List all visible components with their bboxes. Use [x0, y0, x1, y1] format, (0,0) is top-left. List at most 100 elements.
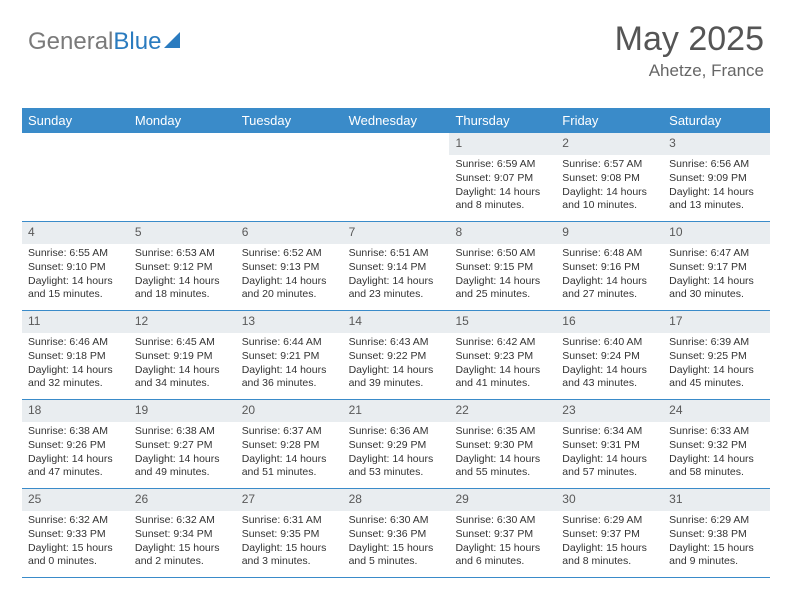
daylight-text: Daylight: 15 hours and 6 minutes. — [455, 542, 550, 570]
day-number: 26 — [129, 489, 236, 511]
day-cell: 12Sunrise: 6:45 AMSunset: 9:19 PMDayligh… — [129, 311, 236, 399]
week-row: 1Sunrise: 6:59 AMSunset: 9:07 PMDaylight… — [22, 133, 770, 222]
day-number: 18 — [22, 400, 129, 422]
daylight-text: Daylight: 14 hours and 13 minutes. — [669, 186, 764, 214]
sunset-text: Sunset: 9:22 PM — [349, 350, 444, 364]
day-cell: 24Sunrise: 6:33 AMSunset: 9:32 PMDayligh… — [663, 400, 770, 488]
sunset-text: Sunset: 9:10 PM — [28, 261, 123, 275]
daylight-text: Daylight: 14 hours and 47 minutes. — [28, 453, 123, 481]
day-body: Sunrise: 6:33 AMSunset: 9:32 PMDaylight:… — [663, 422, 770, 484]
sunrise-text: Sunrise: 6:36 AM — [349, 425, 444, 439]
daylight-text: Daylight: 14 hours and 15 minutes. — [28, 275, 123, 303]
day-number: 21 — [343, 400, 450, 422]
day-body: Sunrise: 6:43 AMSunset: 9:22 PMDaylight:… — [343, 333, 450, 395]
day-cell: 15Sunrise: 6:42 AMSunset: 9:23 PMDayligh… — [449, 311, 556, 399]
sunrise-text: Sunrise: 6:55 AM — [28, 247, 123, 261]
day-cell: 27Sunrise: 6:31 AMSunset: 9:35 PMDayligh… — [236, 489, 343, 577]
day-cell — [129, 133, 236, 221]
calendar: Sunday Monday Tuesday Wednesday Thursday… — [22, 108, 770, 578]
sunset-text: Sunset: 9:25 PM — [669, 350, 764, 364]
sunset-text: Sunset: 9:37 PM — [455, 528, 550, 542]
sunrise-text: Sunrise: 6:32 AM — [28, 514, 123, 528]
day-number: 19 — [129, 400, 236, 422]
day-body: Sunrise: 6:42 AMSunset: 9:23 PMDaylight:… — [449, 333, 556, 395]
sunrise-text: Sunrise: 6:52 AM — [242, 247, 337, 261]
day-cell: 21Sunrise: 6:36 AMSunset: 9:29 PMDayligh… — [343, 400, 450, 488]
sunset-text: Sunset: 9:23 PM — [455, 350, 550, 364]
day-number: 9 — [556, 222, 663, 244]
location-subtitle: Ahetze, France — [615, 61, 764, 81]
daylight-text: Daylight: 15 hours and 2 minutes. — [135, 542, 230, 570]
sunrise-text: Sunrise: 6:40 AM — [562, 336, 657, 350]
day-cell: 14Sunrise: 6:43 AMSunset: 9:22 PMDayligh… — [343, 311, 450, 399]
daylight-text: Daylight: 14 hours and 18 minutes. — [135, 275, 230, 303]
day-body: Sunrise: 6:56 AMSunset: 9:09 PMDaylight:… — [663, 155, 770, 217]
sunrise-text: Sunrise: 6:47 AM — [669, 247, 764, 261]
week-row: 11Sunrise: 6:46 AMSunset: 9:18 PMDayligh… — [22, 311, 770, 400]
day-cell — [236, 133, 343, 221]
day-body: Sunrise: 6:51 AMSunset: 9:14 PMDaylight:… — [343, 244, 450, 306]
sunset-text: Sunset: 9:34 PM — [135, 528, 230, 542]
day-number: 2 — [556, 133, 663, 155]
sunset-text: Sunset: 9:12 PM — [135, 261, 230, 275]
week-row: 25Sunrise: 6:32 AMSunset: 9:33 PMDayligh… — [22, 489, 770, 578]
sunrise-text: Sunrise: 6:50 AM — [455, 247, 550, 261]
day-body: Sunrise: 6:52 AMSunset: 9:13 PMDaylight:… — [236, 244, 343, 306]
daylight-text: Daylight: 15 hours and 3 minutes. — [242, 542, 337, 570]
day-number: 29 — [449, 489, 556, 511]
day-number: 28 — [343, 489, 450, 511]
sunset-text: Sunset: 9:38 PM — [669, 528, 764, 542]
day-body: Sunrise: 6:37 AMSunset: 9:28 PMDaylight:… — [236, 422, 343, 484]
sunrise-text: Sunrise: 6:53 AM — [135, 247, 230, 261]
day-number: 17 — [663, 311, 770, 333]
day-cell: 30Sunrise: 6:29 AMSunset: 9:37 PMDayligh… — [556, 489, 663, 577]
day-number: 25 — [22, 489, 129, 511]
day-cell: 8Sunrise: 6:50 AMSunset: 9:15 PMDaylight… — [449, 222, 556, 310]
daylight-text: Daylight: 14 hours and 34 minutes. — [135, 364, 230, 392]
day-cell: 17Sunrise: 6:39 AMSunset: 9:25 PMDayligh… — [663, 311, 770, 399]
sunrise-text: Sunrise: 6:39 AM — [669, 336, 764, 350]
day-number: 27 — [236, 489, 343, 511]
day-cell: 20Sunrise: 6:37 AMSunset: 9:28 PMDayligh… — [236, 400, 343, 488]
sunset-text: Sunset: 9:16 PM — [562, 261, 657, 275]
day-number: 23 — [556, 400, 663, 422]
day-number: 11 — [22, 311, 129, 333]
sunrise-text: Sunrise: 6:33 AM — [669, 425, 764, 439]
dayname-thu: Thursday — [449, 108, 556, 133]
title-block: May 2025 Ahetze, France — [615, 20, 764, 81]
sunset-text: Sunset: 9:24 PM — [562, 350, 657, 364]
day-number: 31 — [663, 489, 770, 511]
sunset-text: Sunset: 9:33 PM — [28, 528, 123, 542]
sunrise-text: Sunrise: 6:42 AM — [455, 336, 550, 350]
sunrise-text: Sunrise: 6:34 AM — [562, 425, 657, 439]
day-cell: 2Sunrise: 6:57 AMSunset: 9:08 PMDaylight… — [556, 133, 663, 221]
day-cell: 25 Sunrise: 6:32 AMSunset: 9:33 PMDayligh… — [22, 489, 129, 577]
day-cell: 10Sunrise: 6:47 AMSunset: 9:17 PMDayligh… — [663, 222, 770, 310]
day-cell — [22, 133, 129, 221]
daylight-text: Daylight: 14 hours and 39 minutes. — [349, 364, 444, 392]
day-body: Sunrise: 6:38 AMSunset: 9:27 PMDaylight:… — [129, 422, 236, 484]
day-number: 5 — [129, 222, 236, 244]
dayname-wed: Wednesday — [343, 108, 450, 133]
dayname-sun: Sunday — [22, 108, 129, 133]
day-cell: 28Sunrise: 6:30 AMSunset: 9:36 PMDayligh… — [343, 489, 450, 577]
daylight-text: Daylight: 14 hours and 20 minutes. — [242, 275, 337, 303]
daylight-text: Daylight: 15 hours and 9 minutes. — [669, 542, 764, 570]
day-cell: 19Sunrise: 6:38 AMSunset: 9:27 PMDayligh… — [129, 400, 236, 488]
day-body: Sunrise: 6:35 AMSunset: 9:30 PMDaylight:… — [449, 422, 556, 484]
sunset-text: Sunset: 9:26 PM — [28, 439, 123, 453]
sunset-text: Sunset: 9:28 PM — [242, 439, 337, 453]
daylight-text: Daylight: 15 hours and 0 minutes. — [28, 542, 123, 570]
sunrise-text: Sunrise: 6:59 AM — [455, 158, 550, 172]
sunset-text: Sunset: 9:08 PM — [562, 172, 657, 186]
sunset-text: Sunset: 9:31 PM — [562, 439, 657, 453]
day-number: 16 — [556, 311, 663, 333]
month-title: May 2025 — [615, 20, 764, 59]
daylight-text: Daylight: 15 hours and 5 minutes. — [349, 542, 444, 570]
sunset-text: Sunset: 9:07 PM — [455, 172, 550, 186]
day-number: 13 — [236, 311, 343, 333]
day-body: Sunrise: 6:30 AMSunset: 9:36 PMDaylight:… — [343, 511, 450, 573]
daylight-text: Daylight: 14 hours and 27 minutes. — [562, 275, 657, 303]
sunset-text: Sunset: 9:19 PM — [135, 350, 230, 364]
daylight-text: Daylight: 14 hours and 30 minutes. — [669, 275, 764, 303]
